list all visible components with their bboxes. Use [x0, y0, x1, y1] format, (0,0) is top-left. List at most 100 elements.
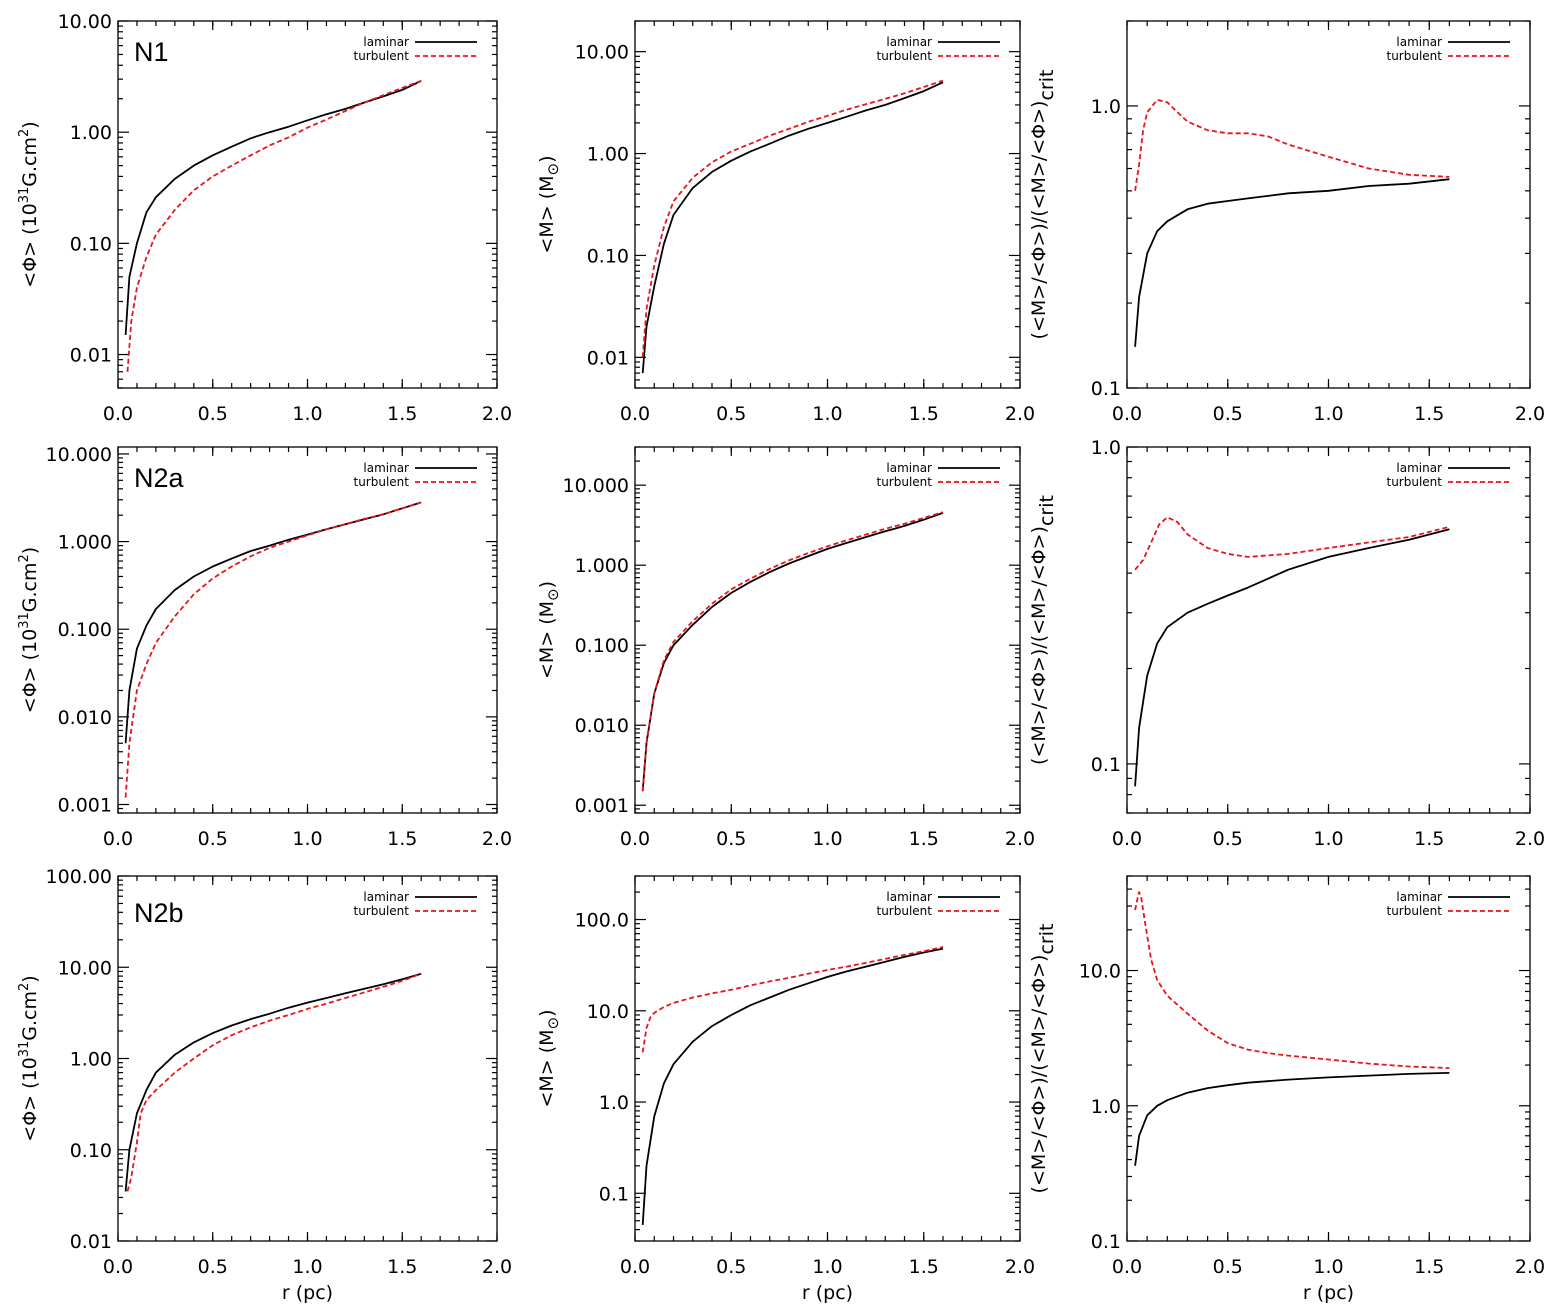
plot-panel-3: 0.0 0.5 1.0 1.5 2.0 0.001 0.010 0.100 1.000 10.00… [17, 444, 512, 850]
panel-tag: N2b [134, 898, 184, 928]
y-tick-label: 1.00 [70, 1049, 112, 1071]
series-turbulent [1134, 891, 1450, 1069]
y-label-part: <Φ> (10 [19, 203, 41, 287]
x-tick-label: 1.5 [909, 828, 939, 850]
series-laminar [641, 81, 944, 374]
x-tick-label: 1.5 [1414, 1256, 1444, 1278]
x-tick-label: 2.0 [482, 828, 512, 850]
y-axis-label: <Φ> (1031G.cm2) [17, 975, 41, 1141]
plot-panel-1: 0.0 0.5 1.0 1.5 2.0 0.01 0.10 1.00 10.00 <M> (M⊙)… [536, 20, 1035, 425]
panel-tag: N2a [134, 463, 185, 493]
y-label-superscript: 2 [17, 554, 32, 562]
y-axis-label: <M> (M⊙) [536, 155, 562, 253]
y-tick-label: 10.00 [575, 42, 629, 64]
x-tick-label: 0.0 [620, 403, 650, 425]
plot-frame [1126, 20, 1531, 389]
x-tick-label: 1.5 [387, 828, 417, 850]
x-tick-label: 2.0 [1005, 828, 1035, 850]
y-label-subscript: crit [1036, 495, 1058, 526]
y-tick-label: 0.100 [58, 619, 112, 641]
y-label-subscript: crit [1036, 924, 1058, 955]
x-tick-label: 2.0 [1515, 828, 1545, 850]
y-label-part: ) [536, 155, 558, 162]
x-axis-label: r (pc) [1303, 1282, 1354, 1304]
x-tick-label: 0.5 [1213, 1256, 1243, 1278]
x-tick-label: 2.0 [482, 1256, 512, 1278]
x-tick-label: 0.0 [1112, 1256, 1142, 1278]
plot-panel-0: 0.0 0.5 1.0 1.5 2.0 0.01 0.10 1.00 10.00 <Φ> (103… [17, 11, 512, 425]
y-tick-label: 10.00 [58, 957, 112, 979]
x-tick-label: 0.5 [198, 403, 228, 425]
x-tick-label: 1.5 [909, 403, 939, 425]
series-turbulent [1134, 99, 1450, 191]
y-tick-label: 0.10 [70, 233, 112, 255]
plot-frame [634, 446, 1021, 814]
y-tick-label: 0.001 [575, 795, 629, 817]
legend-label: laminar [886, 461, 932, 475]
x-tick-label: 0.5 [198, 828, 228, 850]
panel-tag: N1 [134, 37, 169, 67]
x-tick-label: 2.0 [482, 403, 512, 425]
y-label-part: ) [19, 547, 41, 554]
y-tick-label: 1.0 [1091, 437, 1121, 459]
y-label-part: ) [19, 121, 41, 128]
x-tick-label: 0.0 [103, 828, 133, 850]
x-tick-label: 0.0 [1112, 403, 1142, 425]
x-tick-label: 0.0 [620, 828, 650, 850]
x-tick-label: 1.0 [812, 828, 842, 850]
y-tick-label: 0.010 [58, 707, 112, 729]
y-tick-label: 100.0 [575, 910, 629, 932]
y-label-part: G.cm [19, 563, 41, 613]
y-tick-label: 0.10 [587, 245, 629, 267]
y-label-part: (<M>/<Φ>)/(<M>/<Φ>) [1028, 101, 1050, 340]
y-tick-label: 0.1 [1091, 1231, 1121, 1253]
legend-label: turbulent [877, 475, 933, 489]
y-tick-label: 1.000 [575, 555, 629, 577]
x-tick-label: 1.0 [812, 403, 842, 425]
legend-label: laminar [363, 890, 409, 904]
plot-frame [117, 875, 498, 1242]
y-label-superscript: 31 [17, 612, 32, 629]
y-axis-label: (<M>/<Φ>)/(<M>/<Φ>)crit [1028, 924, 1058, 1194]
series-turbulent [1134, 516, 1450, 571]
plot-panel-5: 0.0 0.5 1.0 1.5 2.0 0.1 1.0 (<M>/<Φ>)/(<M>/<Φ>)… [1028, 437, 1545, 850]
plot-frame [1126, 446, 1531, 814]
x-tick-label: 0.0 [103, 403, 133, 425]
series-laminar [1134, 528, 1450, 787]
series-turbulent [641, 511, 944, 792]
y-tick-label: 0.1 [599, 1183, 629, 1205]
y-axis-label: <Φ> (1031G.cm2) [17, 547, 41, 713]
legend-label: laminar [1396, 890, 1442, 904]
series-turbulent [124, 501, 422, 798]
y-axis-label: (<M>/<Φ>)/(<M>/<Φ>)crit [1028, 70, 1058, 340]
legend-label: turbulent [354, 49, 410, 63]
plot-frame [117, 446, 498, 814]
y-label-superscript: 2 [17, 983, 32, 991]
series-laminar [1134, 1072, 1450, 1166]
y-label-part: ) [19, 975, 41, 982]
legend-label: turbulent [354, 904, 410, 918]
y-axis-label: <M> (M⊙) [536, 581, 562, 679]
y-tick-label: 0.001 [58, 795, 112, 817]
y-label-part: <Φ> (10 [19, 1057, 41, 1141]
x-tick-label: 1.0 [1313, 828, 1343, 850]
x-tick-label: 0.5 [716, 403, 746, 425]
plot-frame [634, 20, 1021, 389]
y-tick-label: 1.0 [599, 1092, 629, 1114]
y-tick-label: 10.0 [1079, 961, 1121, 983]
y-tick-label: 0.01 [70, 1231, 112, 1253]
x-tick-label: 0.0 [620, 1256, 650, 1278]
series-turbulent [641, 79, 944, 358]
legend-label: turbulent [1387, 475, 1443, 489]
plot-panel-6: 0.0 0.5 1.0 1.5 2.0 0.01 0.10 1.00 10.00 100.00 <Φ… [17, 866, 512, 1304]
y-tick-label: 100.00 [46, 866, 112, 888]
y-label-part: <M> (M [536, 601, 558, 679]
x-tick-label: 2.0 [1515, 1256, 1545, 1278]
legend-label: laminar [886, 890, 932, 904]
series-turbulent [641, 946, 944, 1053]
x-tick-label: 0.5 [716, 1256, 746, 1278]
plot-panel-4: 0.0 0.5 1.0 1.5 2.0 0.001 0.010 0.100 1.000 10.00… [536, 446, 1035, 850]
y-tick-label: 0.10 [70, 1140, 112, 1162]
